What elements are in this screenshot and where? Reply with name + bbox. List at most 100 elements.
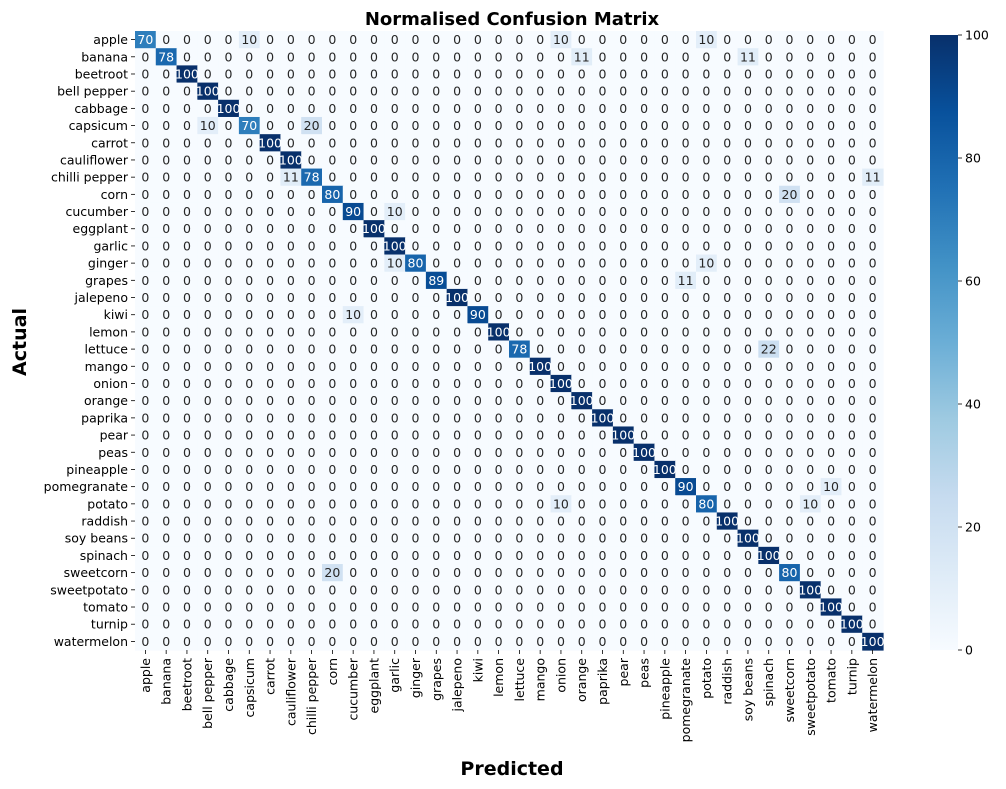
heatmap-cell bbox=[799, 31, 822, 49]
y-tick-label: ginger bbox=[88, 256, 129, 271]
cell-value-label: 0 bbox=[308, 32, 316, 47]
heatmap-cell bbox=[197, 632, 219, 651]
heatmap-cell bbox=[675, 374, 697, 393]
heatmap-cell bbox=[155, 495, 178, 514]
cell-value-label: 0 bbox=[578, 410, 586, 425]
heatmap-cell bbox=[675, 546, 697, 565]
cell-value-label: 0 bbox=[328, 32, 336, 47]
heatmap-cell bbox=[405, 99, 427, 118]
cell-value-label: 0 bbox=[661, 32, 669, 47]
cell-value-label: 0 bbox=[702, 514, 710, 529]
cell-value-label: 0 bbox=[432, 170, 440, 185]
heatmap-cell bbox=[509, 99, 531, 118]
heatmap-cell bbox=[467, 478, 489, 496]
cell-value-label: 0 bbox=[162, 428, 170, 443]
cell-value-label: 0 bbox=[765, 359, 773, 374]
heatmap-cell bbox=[238, 460, 261, 479]
cell-value-label: 0 bbox=[702, 290, 710, 305]
cell-value-label: 0 bbox=[412, 204, 420, 219]
heatmap-cell bbox=[342, 581, 365, 600]
heatmap-cell bbox=[488, 168, 510, 187]
cell-value-label: 0 bbox=[806, 187, 814, 202]
heatmap-cell bbox=[467, 512, 489, 531]
heatmap-cell bbox=[841, 581, 863, 600]
heatmap-cell bbox=[342, 443, 365, 462]
cell-value-label: 0 bbox=[225, 634, 233, 649]
cell-value-label: 0 bbox=[619, 342, 627, 357]
cell-value-label: 0 bbox=[141, 617, 149, 632]
cell-value-label: 0 bbox=[453, 204, 461, 219]
heatmap-cell bbox=[384, 288, 406, 307]
cell-value-label: 0 bbox=[225, 565, 233, 580]
cell-value-label: 0 bbox=[328, 496, 336, 511]
cell-value-label: 0 bbox=[869, 221, 877, 236]
cell-value-label: 0 bbox=[287, 256, 295, 271]
cell-value-label: 0 bbox=[786, 428, 794, 443]
cell-value-label: 0 bbox=[515, 393, 523, 408]
cell-value-label: 0 bbox=[245, 496, 253, 511]
heatmap-cell bbox=[675, 392, 697, 410]
heatmap-cell bbox=[425, 478, 448, 496]
heatmap-cell bbox=[155, 220, 178, 238]
cell-value-label: 0 bbox=[328, 238, 336, 253]
heatmap-cell bbox=[550, 185, 572, 204]
heatmap-cell bbox=[218, 116, 240, 135]
cell-value-label: 0 bbox=[245, 49, 253, 64]
cell-value-label: 20 bbox=[304, 118, 320, 133]
heatmap-cell bbox=[446, 392, 469, 410]
cell-value-label: 10 bbox=[553, 32, 569, 47]
cell-value-label: 0 bbox=[827, 342, 835, 357]
cell-value-label: 0 bbox=[453, 428, 461, 443]
heatmap-cell bbox=[841, 460, 863, 479]
cell-value-label: 0 bbox=[287, 66, 295, 81]
cell-value-label: 0 bbox=[702, 445, 710, 460]
heatmap-cell bbox=[301, 357, 323, 376]
heatmap-cell bbox=[322, 598, 344, 617]
cell-value-label: 0 bbox=[141, 359, 149, 374]
heatmap-cell bbox=[820, 340, 843, 359]
cell-value-label: 0 bbox=[432, 66, 440, 81]
cell-value-label: 0 bbox=[328, 531, 336, 546]
heatmap-cell bbox=[509, 323, 531, 342]
cell-value-label: 0 bbox=[723, 256, 731, 271]
cell-value-label: 0 bbox=[848, 582, 856, 597]
heatmap-cell bbox=[488, 82, 510, 101]
heatmap-cell bbox=[405, 237, 427, 256]
cell-value-label: 10 bbox=[345, 307, 361, 322]
heatmap-cell bbox=[301, 478, 323, 496]
heatmap-cell bbox=[862, 598, 884, 617]
cell-value-label: 0 bbox=[619, 290, 627, 305]
cell-value-label: 0 bbox=[806, 393, 814, 408]
y-tick-label: turnip bbox=[91, 617, 128, 632]
cell-value-label: 0 bbox=[599, 582, 607, 597]
cell-value-label: 0 bbox=[599, 479, 607, 494]
cell-value-label: 0 bbox=[578, 496, 586, 511]
cell-value-label: 0 bbox=[141, 221, 149, 236]
heatmap-cell bbox=[529, 82, 552, 101]
cell-value-label: 0 bbox=[848, 393, 856, 408]
cell-value-label: 0 bbox=[204, 204, 212, 219]
cell-value-label: 0 bbox=[308, 582, 316, 597]
cell-value-label: 0 bbox=[640, 238, 648, 253]
cell-value-label: 0 bbox=[225, 204, 233, 219]
cell-value-label: 0 bbox=[599, 66, 607, 81]
heatmap-cell bbox=[384, 220, 406, 238]
heatmap-cell bbox=[612, 288, 635, 307]
cell-value-label: 0 bbox=[786, 342, 794, 357]
heatmap-cell bbox=[363, 271, 385, 290]
cell-value-label: 0 bbox=[432, 600, 440, 615]
cell-value-label: 0 bbox=[141, 410, 149, 425]
heatmap-cell bbox=[446, 598, 469, 617]
heatmap-cell bbox=[571, 31, 593, 49]
heatmap-cell bbox=[654, 564, 676, 582]
cell-value-label: 0 bbox=[474, 565, 482, 580]
heatmap-cell bbox=[135, 409, 157, 428]
heatmap-cell bbox=[654, 409, 676, 428]
heatmap-cell bbox=[633, 598, 656, 617]
cell-value-label: 0 bbox=[640, 582, 648, 597]
cell-value-label: 0 bbox=[225, 135, 233, 150]
cell-value-label: 0 bbox=[848, 187, 856, 202]
cell-value-label: 0 bbox=[578, 428, 586, 443]
cell-value-label: 0 bbox=[474, 582, 482, 597]
